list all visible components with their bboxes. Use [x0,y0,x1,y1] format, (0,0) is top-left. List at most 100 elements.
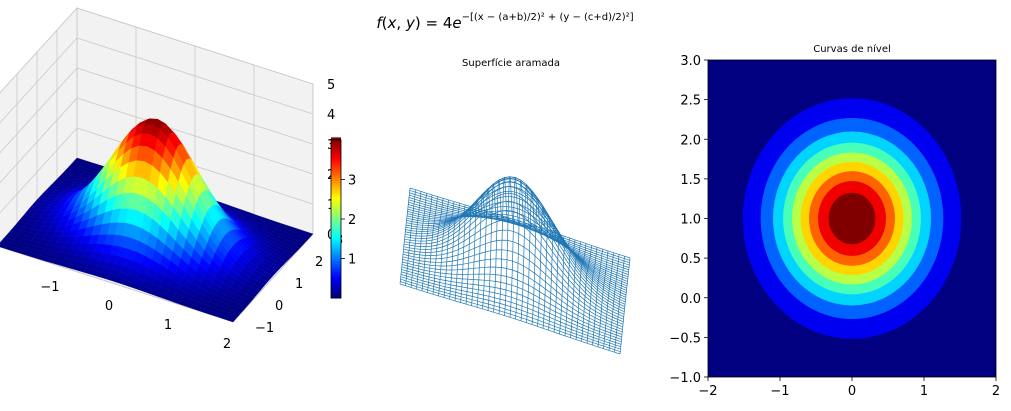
contour-ytick-label: 2.0 [680,133,701,148]
colorbar-segment [331,145,341,149]
contour-title: Curvas de nível [813,43,891,55]
surface-xtick-label: −2 [0,261,1,276]
surface-xtick-label: 2 [223,337,231,352]
contour-band [828,192,876,245]
colorbar-segment [331,295,341,299]
colorbar-segment [331,190,341,195]
colorbar-segment [331,209,341,213]
colorbar-segment [331,271,341,275]
wireframe-panel: Superfície aramada [399,57,631,355]
wireframe-line [403,229,624,323]
surface-grid-line [0,127,78,214]
colorbar-segment [331,166,341,170]
surface-ytick-label: −1 [255,321,274,336]
wireframe-line [407,206,628,285]
surface-grid-line [0,97,78,184]
contour-ytick-label: 1.5 [680,173,701,188]
colorbar-segment [331,215,341,219]
wireframe-line [402,239,624,325]
wireframe-line [407,208,628,280]
colorbar-segment [331,290,341,294]
contour-xtick-label: 2 [992,384,1000,399]
colorbar-segment [331,292,341,296]
colorbar-segment [331,239,341,243]
wireframe-line [405,181,627,296]
colorbar-segment [331,247,341,251]
colorbar-segment [331,281,341,286]
colorbar-segment [331,185,341,189]
wireframe-line [400,276,621,348]
colorbar-segment [331,156,341,160]
colorbar-segment [331,279,341,283]
surface-xtick-label: 0 [105,299,113,314]
wireframe-line [406,185,627,294]
wireframe-line [405,176,626,300]
surface-xtick-label: −1 [40,280,59,295]
wireframe-line [408,201,629,273]
wireframe-line [400,273,622,345]
colorbar-segment [331,273,341,278]
colorbar-tick-label: 2 [348,213,356,228]
surface-ytick-label: 0 [275,299,283,314]
wireframe-line [405,178,626,298]
wireframe-line [409,187,631,259]
colorbar-segment [331,204,341,208]
wireframe-line [409,190,630,261]
wireframe-line [403,200,625,315]
colorbar-segment [331,177,341,181]
surface-grid-line [76,37,314,115]
surface-grid-line [232,233,314,323]
colorbar-segment [331,172,341,176]
colorbar-segment [331,255,341,259]
wireframe-line [408,197,630,268]
surface-patch [224,316,236,323]
surface-ytick-label: 1 [295,277,303,292]
colorbar-segment [331,188,341,192]
wireframe-title: Superfície aramada [462,57,560,69]
colorbar-segment [331,137,341,141]
colorbar-segment [331,228,341,232]
contour-ytick-label: 0.5 [680,252,701,267]
wireframe-line [399,283,621,355]
colorbar-segment [331,236,341,240]
contour-ytick-label: −0.5 [669,331,701,346]
contour-ytick-label: −1.0 [669,371,701,386]
colorbar-segment [331,231,341,235]
colorbar-segment [331,233,341,237]
surface-grid-line [0,67,78,154]
colorbar-segment [331,249,341,253]
colorbar-segment [331,164,341,168]
colorbar-segment [331,223,341,227]
colorbar-segment [331,244,341,248]
colorbar-segment [331,182,341,187]
colorbar-segment [331,161,341,165]
colorbar-segment [331,252,341,256]
colorbar-tick-label: 3 [348,174,356,189]
surface-ztick-label: 4 [327,108,335,123]
colorbar-segment [331,150,341,154]
colorbar-tick-label: 1 [348,253,356,268]
wireframe-line [402,261,623,333]
wireframe-line [404,186,625,310]
contour-xtick-label: 1 [920,384,928,399]
wireframe-line [401,266,622,338]
colorbar-segment [331,287,341,291]
wireframe-line [404,192,625,313]
surface-grid-line [0,37,78,124]
colorbar-segment [331,217,341,221]
colorbar-segment [331,169,341,173]
surface-ztick-label: 5 [327,78,335,93]
colorbar-segment [331,263,341,267]
wireframe-line [406,190,627,291]
colorbar-segment [331,260,341,264]
surface-ytick-label: 2 [315,255,323,270]
colorbar-segment [331,140,341,144]
wireframe-line [400,281,621,352]
contour-xtick-label: −1 [770,384,789,399]
wireframe-line [407,210,628,282]
wireframe-line [402,258,623,330]
wireframe-mesh [399,175,631,355]
colorbar-segment [331,153,341,157]
